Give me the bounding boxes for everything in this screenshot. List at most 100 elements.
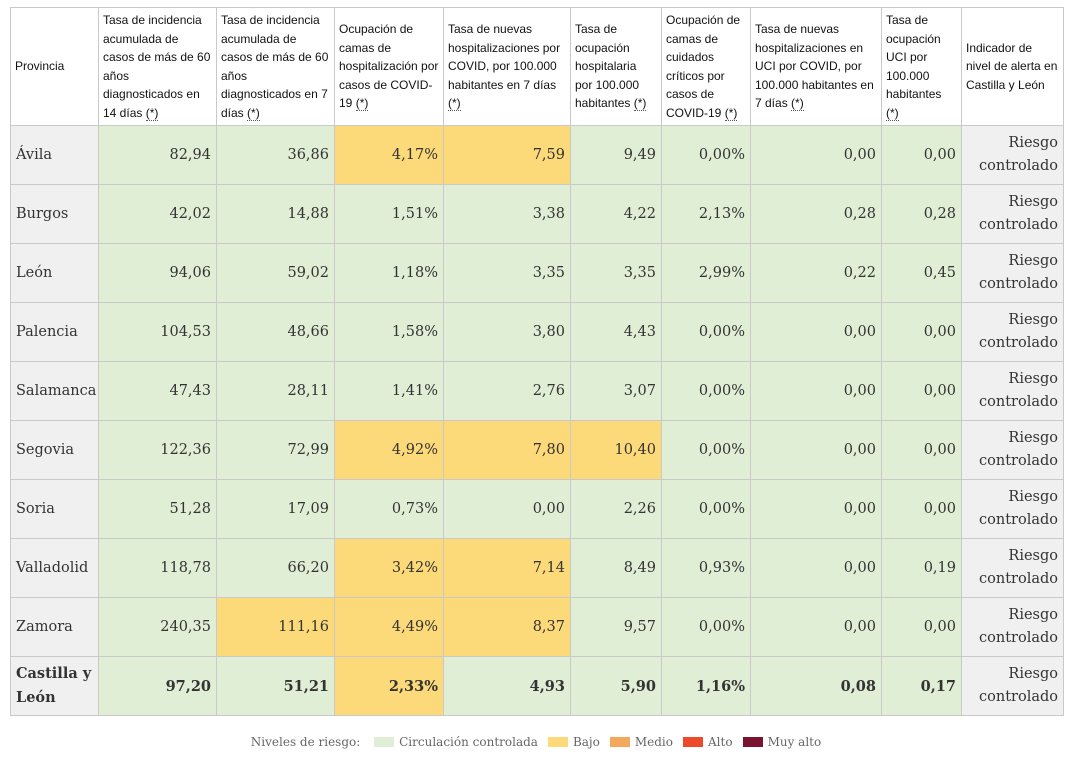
footnote-link[interactable]: (*)	[724, 105, 738, 121]
value-cell: 1,41%	[334, 361, 444, 421]
alert-level-cell: Riesgo controlado	[961, 302, 1064, 362]
province-cell: Valladolid	[10, 538, 99, 598]
table-row: Palencia 104,53 48,66 1,58% 3,80 4,43 0,00% 0,0…	[10, 302, 1064, 362]
column-header-label: Tasa de nuevas hospitalizaciones por COV…	[448, 22, 561, 92]
footnote-link[interactable]: (*)	[448, 96, 461, 112]
value-cell: 0,73%	[334, 479, 444, 539]
table-row-total: Castilla y León 97,20 51,21 2,33% 4,93 5,90 1,…	[10, 656, 1064, 716]
value-cell: 1,51%	[334, 184, 444, 244]
column-header-label: Provincia	[15, 59, 65, 74]
value-cell: 4,17%	[334, 125, 444, 185]
value-cell: 4,93	[443, 656, 571, 716]
column-header: Ocupación de camas de cuidados críticos …	[661, 7, 751, 126]
legend-label: Medio	[634, 735, 673, 749]
footnote-link[interactable]: (*)	[633, 96, 647, 112]
column-header-label: Tasa de ocupación UCI por 100.000 habita…	[886, 13, 942, 101]
value-cell: 5,90	[570, 656, 662, 716]
value-cell: 1,18%	[334, 243, 444, 303]
table-body: Ávila 82,94 36,86 4,17% 7,59 9,49 0,00% 0,00 0,0…	[10, 125, 1064, 716]
legend-item: Bajo	[547, 735, 600, 749]
table-header-row: Provincia Tasa de incidencia acumulada de…	[10, 7, 1064, 126]
footnote-link[interactable]: (*)	[886, 105, 899, 121]
value-cell: 0,00	[881, 420, 962, 480]
value-cell: 4,22	[570, 184, 662, 244]
value-cell: 0,00%	[661, 479, 751, 539]
footnote-link[interactable]: (*)	[791, 96, 804, 112]
footnote-link[interactable]: (*)	[355, 96, 369, 112]
column-header: Tasa de nuevas hospitalizaciones por COV…	[443, 7, 571, 126]
value-cell: 72,99	[216, 420, 335, 480]
legend-swatch	[683, 737, 703, 747]
province-cell: Zamora	[10, 597, 99, 657]
value-cell: 0,00	[881, 361, 962, 421]
province-cell: Castilla y León	[10, 656, 99, 716]
alert-level-cell: Riesgo controlado	[961, 361, 1064, 421]
value-cell: 0,00	[443, 479, 571, 539]
legend-swatch	[742, 737, 763, 747]
value-cell: 0,45	[881, 243, 962, 303]
value-cell: 240,35	[98, 597, 217, 657]
value-cell: 3,07	[570, 361, 662, 421]
legend-item: Medio	[609, 735, 673, 749]
value-cell: 0,00	[750, 125, 882, 185]
value-cell: 51,28	[98, 479, 217, 539]
legend-label: Bajo	[572, 735, 600, 749]
value-cell: 17,09	[216, 479, 335, 539]
value-cell: 0,00	[750, 597, 882, 657]
value-cell: 3,35	[443, 243, 571, 303]
value-cell: 3,38	[443, 184, 571, 244]
value-cell: 0,08	[750, 656, 882, 716]
value-cell: 48,66	[216, 302, 335, 362]
value-cell: 0,00	[750, 420, 882, 480]
footnote-link[interactable]: (*)	[145, 105, 159, 121]
value-cell: 2,76	[443, 361, 571, 421]
column-header-label: Ocupación de camas de cuidados críticos …	[666, 13, 741, 120]
value-cell: 0,00	[750, 479, 882, 539]
province-cell: León	[10, 243, 99, 303]
value-cell: 36,86	[216, 125, 335, 185]
value-cell: 4,49%	[334, 597, 444, 657]
province-cell: Soria	[10, 479, 99, 539]
value-cell: 0,00	[750, 361, 882, 421]
value-cell: 122,36	[98, 420, 217, 480]
column-header: Tasa de ocupación UCI por 100.000 habita…	[881, 7, 962, 126]
value-cell: 1,16%	[661, 656, 751, 716]
value-cell: 0,17	[881, 656, 962, 716]
value-cell: 9,57	[570, 597, 662, 657]
column-header: Tasa de ocupación hospitalaria por 100.0…	[570, 7, 662, 126]
column-header: Tasa de incidencia acumulada de casos de…	[216, 7, 335, 126]
footnote-link[interactable]: (*)	[247, 105, 260, 121]
value-cell: 0,00%	[661, 597, 751, 657]
column-header-label: Ocupación de camas de hospitalización po…	[339, 22, 439, 111]
value-cell: 0,00	[881, 125, 962, 185]
value-cell: 51,21	[216, 656, 335, 716]
legend-item: Muy alto	[742, 735, 821, 749]
province-cell: Segovia	[10, 420, 99, 480]
table-row: León 94,06 59,02 1,18% 3,35 3,35 2,99% 0,22 0,45…	[10, 243, 1064, 303]
value-cell: 4,92%	[334, 420, 444, 480]
value-cell: 59,02	[216, 243, 335, 303]
value-cell: 104,53	[98, 302, 217, 362]
risk-indicators-table: Provincia Tasa de incidencia acumulada de…	[10, 7, 1064, 716]
province-cell: Palencia	[10, 302, 99, 362]
value-cell: 0,00%	[661, 125, 751, 185]
value-cell: 10,40	[570, 420, 662, 480]
value-cell: 0,19	[881, 538, 962, 598]
legend-swatch	[609, 737, 630, 747]
value-cell: 0,28	[750, 184, 882, 244]
table-row: Valladolid 118,78 66,20 3,42% 7,14 8,49 0,93% 0…	[10, 538, 1064, 598]
legend-swatch	[374, 737, 395, 747]
value-cell: 2,13%	[661, 184, 751, 244]
value-cell: 47,43	[98, 361, 217, 421]
legend-item: Circulación controlada	[374, 735, 538, 749]
alert-level-cell: Riesgo controlado	[961, 125, 1064, 185]
column-header-label: Tasa de incidencia acumulada de casos de…	[221, 13, 329, 120]
value-cell: 0,22	[750, 243, 882, 303]
value-cell: 0,93%	[661, 538, 751, 598]
value-cell: 0,00	[881, 302, 962, 362]
value-cell: 0,00	[881, 597, 962, 657]
value-cell: 14,88	[216, 184, 335, 244]
value-cell: 28,11	[216, 361, 335, 421]
value-cell: 1,58%	[334, 302, 444, 362]
legend-label: Circulación controlada	[399, 735, 538, 749]
